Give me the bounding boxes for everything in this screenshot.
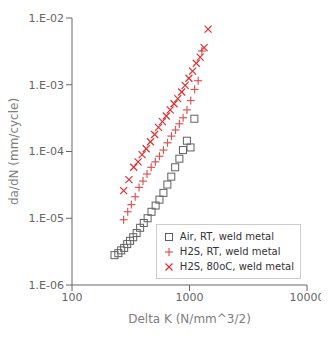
svg-text:1.E-02: 1.E-02 bbox=[29, 12, 64, 25]
html-text:H2S, RT, weld metal: H2S, RT, weld metal bbox=[179, 246, 281, 257]
svg-text:da/dN (mm/cycle): da/dN (mm/cycle) bbox=[8, 98, 21, 205]
svg-text:100: 100 bbox=[62, 291, 83, 304]
html-text:Air, RT, weld metal: Air, RT, weld metal bbox=[179, 231, 274, 242]
svg-text:1000: 1000 bbox=[176, 291, 204, 304]
svg-text:10000: 10000 bbox=[290, 291, 322, 304]
html-text:H2S, 80oC, weld metal: H2S, 80oC, weld metal bbox=[179, 261, 294, 272]
svg-text:1.E-03: 1.E-03 bbox=[29, 79, 64, 92]
svg-text:Delta K (N/mm^3/2): Delta K (N/mm^3/2) bbox=[128, 312, 251, 326]
svg-text:1.E-05: 1.E-05 bbox=[29, 212, 64, 225]
svg-text:1.E-06: 1.E-06 bbox=[29, 279, 64, 292]
svg-text:1.E-04: 1.E-04 bbox=[29, 145, 64, 158]
